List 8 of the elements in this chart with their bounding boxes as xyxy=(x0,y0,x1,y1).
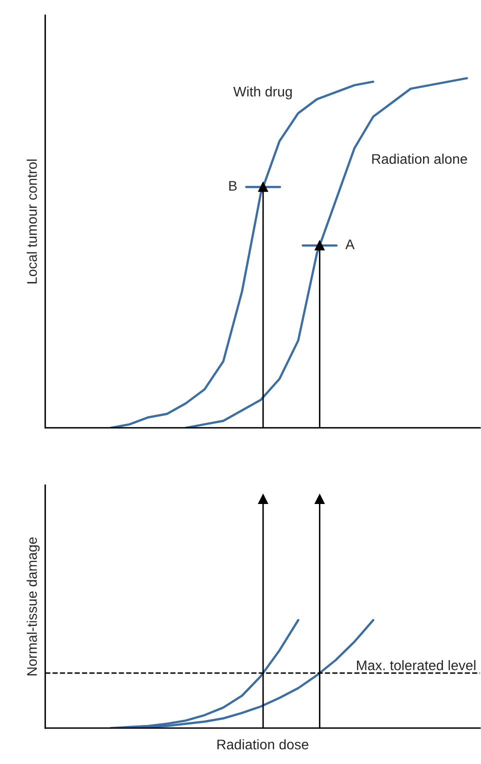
y-axis-title: Normal-tissue damage xyxy=(26,537,40,676)
series-label: With drug xyxy=(233,86,292,100)
ref-line-label: Max. tolerated level xyxy=(357,660,476,670)
y-axis-title: Local tumour control xyxy=(26,160,37,284)
x-axis-title: Radiation dose xyxy=(217,739,308,750)
series-label: Radiation alone xyxy=(372,154,468,164)
annotation: A xyxy=(345,240,355,250)
annotation: B xyxy=(229,181,237,191)
